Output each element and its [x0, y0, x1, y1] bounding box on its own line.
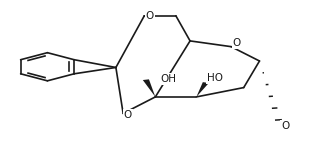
Polygon shape [143, 79, 155, 97]
Text: OH: OH [160, 74, 176, 84]
Text: O: O [124, 110, 132, 120]
Text: O: O [146, 11, 154, 21]
Text: O: O [281, 121, 289, 131]
Text: HO: HO [207, 73, 223, 83]
Polygon shape [196, 82, 209, 97]
Text: O: O [233, 38, 241, 48]
